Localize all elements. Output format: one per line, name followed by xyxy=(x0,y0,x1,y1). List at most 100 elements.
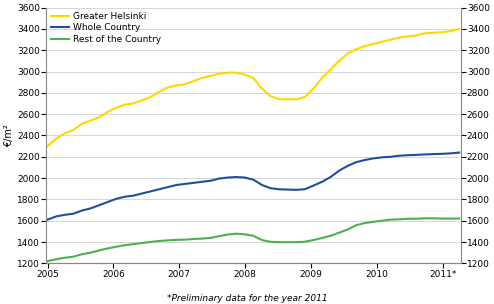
Rest of the Country xyxy=(379,219,385,223)
Rest of the Country xyxy=(53,257,59,261)
Whole Country xyxy=(439,152,445,156)
Rest of the Country xyxy=(353,223,359,227)
Greater Helsinki xyxy=(259,87,265,91)
Whole Country xyxy=(285,188,290,192)
Whole Country xyxy=(182,182,188,186)
Rest of the Country xyxy=(276,240,282,244)
Whole Country xyxy=(456,151,462,154)
Rest of the Country xyxy=(242,233,248,236)
Rest of the Country xyxy=(173,238,179,242)
Line: Rest of the Country: Rest of the Country xyxy=(47,218,459,261)
Greater Helsinki xyxy=(328,67,333,71)
Rest of the Country xyxy=(165,239,170,242)
Greater Helsinki xyxy=(190,79,196,83)
Rest of the Country xyxy=(113,245,119,249)
Greater Helsinki xyxy=(345,52,351,55)
Greater Helsinki xyxy=(44,144,50,148)
Rest of the Country xyxy=(388,218,394,221)
Whole Country xyxy=(345,164,351,168)
Rest of the Country xyxy=(105,247,111,250)
Rest of the Country xyxy=(199,237,205,240)
Rest of the Country xyxy=(44,259,50,263)
Whole Country xyxy=(62,213,68,217)
Whole Country xyxy=(370,157,376,160)
Whole Country xyxy=(225,176,231,179)
Whole Country xyxy=(328,175,333,179)
Greater Helsinki xyxy=(422,31,428,35)
Greater Helsinki xyxy=(396,36,402,39)
Greater Helsinki xyxy=(165,86,170,89)
Rest of the Country xyxy=(130,242,136,246)
Rest of the Country xyxy=(310,238,316,242)
Greater Helsinki xyxy=(53,137,59,140)
Rest of the Country xyxy=(87,251,93,254)
Greater Helsinki xyxy=(225,71,231,74)
Rest of the Country xyxy=(182,238,188,241)
Rest of the Country xyxy=(190,237,196,241)
Greater Helsinki xyxy=(456,27,462,31)
Whole Country xyxy=(302,188,308,191)
Whole Country xyxy=(336,169,342,172)
Greater Helsinki xyxy=(96,116,102,119)
Rest of the Country xyxy=(139,241,145,245)
Rest of the Country xyxy=(293,240,299,244)
Rest of the Country xyxy=(285,240,290,244)
Whole Country xyxy=(113,197,119,201)
Rest of the Country xyxy=(250,234,256,238)
Greater Helsinki xyxy=(87,119,93,123)
Whole Country xyxy=(130,194,136,198)
Line: Whole Country: Whole Country xyxy=(47,153,459,219)
Greater Helsinki xyxy=(370,42,376,46)
Rest of the Country xyxy=(456,217,462,220)
Whole Country xyxy=(353,160,359,164)
Rest of the Country xyxy=(62,256,68,260)
Rest of the Country xyxy=(268,240,274,244)
Whole Country xyxy=(216,177,222,181)
Whole Country xyxy=(87,207,93,210)
Rest of the Country xyxy=(448,217,453,220)
Rest of the Country xyxy=(328,234,333,238)
Greater Helsinki xyxy=(62,132,68,135)
Greater Helsinki xyxy=(113,106,119,110)
Greater Helsinki xyxy=(293,98,299,101)
Whole Country xyxy=(396,154,402,157)
Rest of the Country xyxy=(122,244,127,247)
Greater Helsinki xyxy=(413,33,419,37)
Whole Country xyxy=(79,209,85,212)
Whole Country xyxy=(431,152,437,156)
Whole Country xyxy=(448,152,453,155)
Rest of the Country xyxy=(431,216,437,220)
Whole Country xyxy=(405,153,411,157)
Y-axis label: €/m²: €/m² xyxy=(4,124,14,147)
Greater Helsinki xyxy=(310,87,316,91)
Whole Country xyxy=(422,153,428,156)
Rest of the Country xyxy=(302,240,308,244)
Whole Country xyxy=(44,218,50,221)
Greater Helsinki xyxy=(268,94,274,98)
Text: *Preliminary data for the year 2011: *Preliminary data for the year 2011 xyxy=(166,294,328,303)
Greater Helsinki xyxy=(302,95,308,99)
Rest of the Country xyxy=(216,234,222,238)
Greater Helsinki xyxy=(405,35,411,38)
Whole Country xyxy=(165,185,170,189)
Rest of the Country xyxy=(345,228,351,231)
Greater Helsinki xyxy=(379,40,385,43)
Greater Helsinki xyxy=(250,76,256,80)
Rest of the Country xyxy=(319,236,325,240)
Greater Helsinki xyxy=(70,128,76,132)
Greater Helsinki xyxy=(105,110,111,114)
Whole Country xyxy=(148,190,154,193)
Whole Country xyxy=(268,186,274,190)
Greater Helsinki xyxy=(130,102,136,105)
Whole Country xyxy=(122,195,127,199)
Rest of the Country xyxy=(422,216,428,220)
Greater Helsinki xyxy=(362,44,368,48)
Whole Country xyxy=(276,188,282,191)
Whole Country xyxy=(156,188,162,191)
Whole Country xyxy=(96,203,102,207)
Rest of the Country xyxy=(370,220,376,223)
Rest of the Country xyxy=(396,217,402,221)
Greater Helsinki xyxy=(448,29,453,33)
Greater Helsinki xyxy=(439,30,445,34)
Greater Helsinki xyxy=(199,76,205,80)
